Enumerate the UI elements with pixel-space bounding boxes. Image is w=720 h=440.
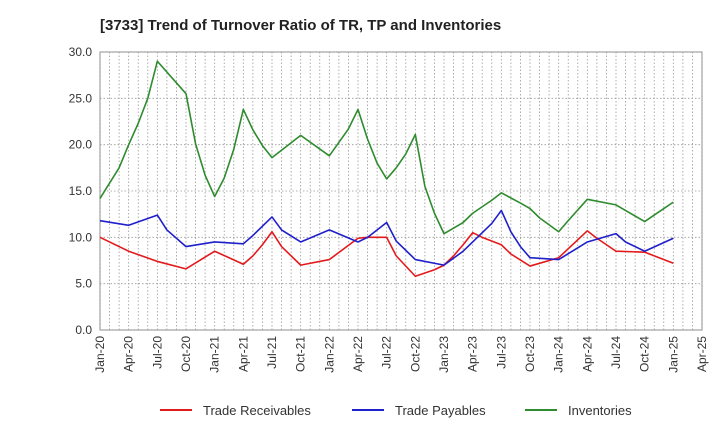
series-line-trade-payables bbox=[99, 209, 674, 266]
y-tick-label: 5.0 bbox=[75, 277, 92, 291]
x-tick-label: Oct-22 bbox=[408, 336, 422, 372]
x-tick-label: Jul-21 bbox=[265, 336, 279, 369]
legend: Trade Receivables Trade Payables Inventori… bbox=[160, 403, 632, 418]
legend-label: Trade Payables bbox=[395, 403, 486, 418]
x-tick-label: Apr-24 bbox=[580, 336, 594, 372]
y-tick-label: 0.0 bbox=[75, 323, 92, 337]
y-tick-label: 10.0 bbox=[69, 230, 93, 244]
y-tick-label: 30.0 bbox=[69, 45, 93, 59]
x-tick-label: Jan-20 bbox=[93, 336, 107, 373]
y-tick-label: 20.0 bbox=[69, 138, 93, 152]
y-tick-label: 25.0 bbox=[69, 91, 93, 105]
x-tick-label: Apr-23 bbox=[466, 336, 480, 372]
x-tick-label: Oct-20 bbox=[179, 336, 193, 372]
x-tick-label: Jan-23 bbox=[437, 336, 451, 373]
series-lines bbox=[99, 60, 674, 278]
x-tick-label: Jan-22 bbox=[322, 336, 336, 373]
x-tick-label: Apr-22 bbox=[351, 336, 365, 372]
x-tick-label: Jan-25 bbox=[666, 336, 680, 373]
x-tick-label: Oct-23 bbox=[523, 336, 537, 372]
y-axis: 0.0 5.0 10.0 15.0 20.0 25.0 30.0 bbox=[69, 45, 93, 337]
legend-label: Trade Receivables bbox=[203, 403, 311, 418]
x-tick-label: Oct-21 bbox=[294, 336, 308, 372]
x-tick-label: Jul-23 bbox=[494, 336, 508, 369]
x-tick-label: Oct-24 bbox=[638, 336, 652, 372]
x-tick-label: Jul-20 bbox=[150, 336, 164, 369]
x-tick-label: Apr-21 bbox=[236, 336, 250, 372]
x-tick-label: Jan-24 bbox=[552, 336, 566, 373]
x-tick-label: Jul-22 bbox=[380, 336, 394, 369]
chart-title: [3733] Trend of Turnover Ratio of TR, TP… bbox=[100, 17, 501, 34]
x-tick-label: Jul-24 bbox=[609, 336, 623, 369]
x-tick-label: Apr-25 bbox=[695, 336, 709, 372]
x-tick-label: Jan-21 bbox=[208, 336, 222, 373]
y-tick-label: 15.0 bbox=[69, 184, 93, 198]
x-axis: Jan-20 Apr-20 Jul-20 Oct-20 Jan-21 Apr-21 Jul-… bbox=[93, 336, 709, 373]
x-tick-label: Apr-20 bbox=[122, 336, 136, 372]
series-line-inventories bbox=[99, 60, 674, 235]
legend-label: Inventories bbox=[568, 403, 632, 418]
grid-lines bbox=[99, 51, 703, 331]
